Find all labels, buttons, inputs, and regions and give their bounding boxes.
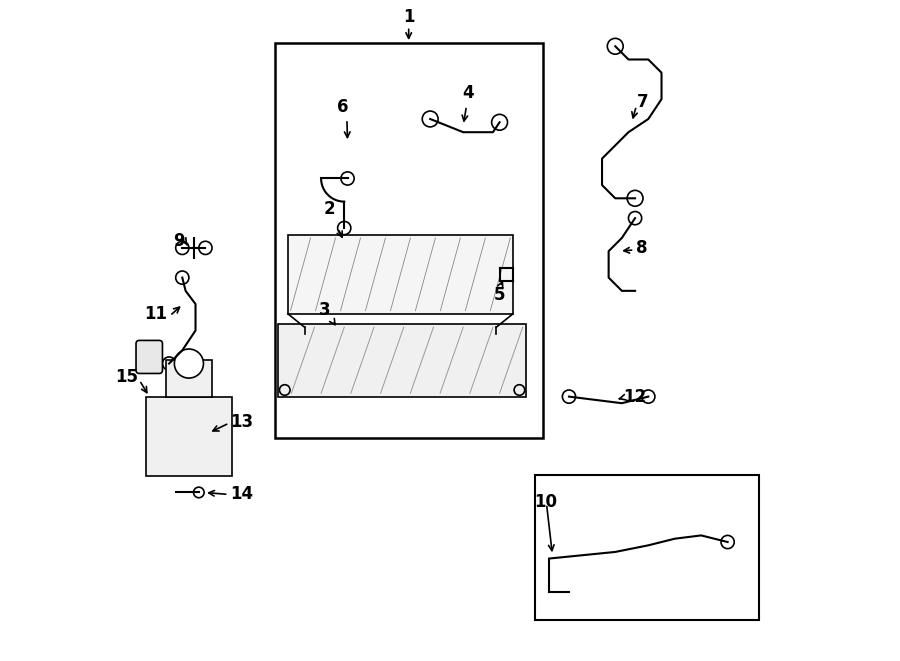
Text: 13: 13 bbox=[230, 412, 254, 431]
Circle shape bbox=[175, 349, 203, 378]
FancyBboxPatch shape bbox=[136, 340, 163, 373]
Bar bbox=[278, 324, 526, 397]
Circle shape bbox=[491, 114, 508, 130]
Bar bbox=[288, 235, 513, 314]
Text: 5: 5 bbox=[494, 286, 505, 303]
Text: 15: 15 bbox=[115, 368, 138, 386]
Circle shape bbox=[608, 38, 623, 54]
Text: 3: 3 bbox=[319, 301, 330, 319]
Circle shape bbox=[338, 221, 351, 235]
Circle shape bbox=[199, 241, 212, 254]
Text: 12: 12 bbox=[623, 387, 646, 406]
Text: 8: 8 bbox=[636, 239, 648, 257]
Bar bbox=[166, 360, 212, 397]
Text: 2: 2 bbox=[324, 200, 336, 218]
Bar bbox=[535, 475, 760, 620]
Text: 9: 9 bbox=[173, 232, 184, 251]
Bar bbox=[146, 397, 232, 476]
Text: 1: 1 bbox=[403, 9, 414, 26]
Text: 10: 10 bbox=[535, 493, 558, 512]
Circle shape bbox=[721, 535, 734, 549]
Circle shape bbox=[422, 111, 438, 127]
Text: 4: 4 bbox=[463, 85, 474, 102]
Circle shape bbox=[562, 390, 576, 403]
Circle shape bbox=[176, 241, 189, 254]
Text: 14: 14 bbox=[230, 485, 254, 504]
Bar bbox=[274, 43, 543, 438]
Circle shape bbox=[642, 390, 655, 403]
Circle shape bbox=[163, 357, 176, 370]
Circle shape bbox=[176, 271, 189, 284]
Text: 6: 6 bbox=[338, 98, 348, 116]
Text: 7: 7 bbox=[636, 93, 648, 112]
Text: 11: 11 bbox=[144, 305, 167, 323]
Circle shape bbox=[194, 487, 204, 498]
Circle shape bbox=[627, 190, 643, 206]
Circle shape bbox=[341, 172, 355, 185]
Circle shape bbox=[628, 212, 642, 225]
